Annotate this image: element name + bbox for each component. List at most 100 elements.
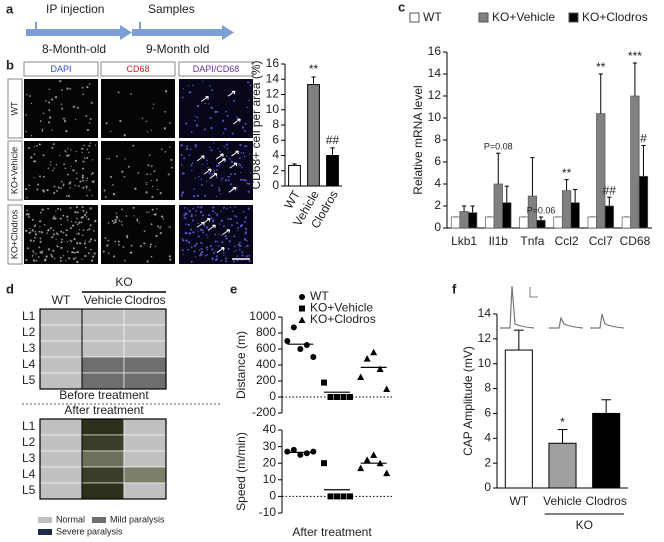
cell-dot [89, 224, 92, 227]
group-label: KO [115, 275, 132, 289]
arrow [201, 96, 209, 102]
cell-dot [246, 182, 249, 185]
cell-dot [196, 104, 200, 108]
cell-dot [81, 258, 83, 260]
cell-dot [81, 179, 84, 182]
cell-dot [149, 173, 152, 175]
cell-dot [136, 219, 139, 222]
cell-dot [216, 164, 219, 168]
cell-dot [197, 235, 200, 238]
cell-dot [193, 250, 196, 253]
cell-dot [72, 257, 75, 260]
cell-dot [66, 154, 69, 157]
cell-dot [171, 166, 173, 169]
cell-dot [32, 259, 36, 262]
cell-dot [188, 154, 191, 157]
cell-dot [219, 150, 221, 153]
cell-dot [70, 149, 72, 151]
cell-dot [187, 223, 190, 226]
cell-dot [112, 184, 114, 186]
cell-dot [48, 116, 52, 119]
cell-dot [67, 257, 71, 260]
cell-dot [47, 167, 50, 170]
cell-dot [82, 209, 85, 212]
cell-dot [224, 257, 228, 260]
cell-dot [200, 211, 203, 213]
cell-dot [185, 223, 187, 226]
micrograph [101, 141, 175, 200]
cell-dot [231, 224, 234, 227]
cell-dot [210, 217, 213, 220]
x-tick-label: Clodros [585, 494, 626, 508]
cell-dot [190, 213, 193, 216]
cell-dot [226, 147, 228, 150]
cell-dot [161, 148, 163, 150]
cell-dot [199, 228, 203, 231]
cell-dot [143, 242, 146, 245]
cell-dot [246, 145, 248, 147]
cell-dot [187, 241, 191, 244]
cell-dot [221, 119, 225, 122]
cell-dot [150, 255, 153, 258]
cell-dot [88, 144, 91, 147]
cell-dot [248, 260, 251, 263]
y-tick-label: 4 [484, 430, 491, 444]
cell-dot [202, 80, 204, 82]
status-cell [123, 308, 167, 326]
cell-dot [201, 242, 203, 244]
cell-dot [193, 244, 197, 248]
y-tick-label: 20 [263, 455, 277, 469]
cell-dot [69, 186, 71, 189]
cell-dot [235, 216, 238, 218]
cell-dot [127, 165, 130, 168]
cell-dot [244, 246, 246, 248]
y-tick-label: 800 [256, 325, 276, 339]
cell-dot [228, 240, 231, 243]
cell-dot [76, 223, 79, 226]
group-label: KO [576, 518, 593, 532]
bar [570, 202, 580, 229]
cell-dot [55, 232, 58, 235]
cell-dot [168, 255, 172, 258]
column-header-box [178, 61, 254, 77]
cell-dot [214, 240, 217, 243]
cell-dot [233, 251, 236, 253]
cell-dot [155, 179, 158, 182]
cell-dot [39, 220, 42, 223]
cell-dot [65, 151, 67, 153]
cell-dot [51, 147, 54, 150]
cell-dot [86, 86, 89, 89]
cell-dot [40, 231, 44, 234]
y-tick-label: 0 [272, 178, 279, 192]
cell-dot [60, 103, 63, 105]
legend-label: Mild paralysis [110, 514, 165, 524]
cell-dot [206, 159, 208, 162]
cell-dot [232, 260, 235, 263]
cell-dot [247, 207, 251, 210]
cell-dot [247, 182, 251, 185]
cell-dot [188, 91, 191, 94]
status-cell [81, 450, 125, 468]
cell-dot [70, 220, 73, 223]
cell-dot [113, 222, 115, 224]
status-cell [123, 356, 167, 374]
cell-dot [213, 170, 216, 173]
cell-dot [143, 230, 146, 232]
annotation: # [640, 132, 647, 146]
cell-dot [196, 116, 199, 119]
cell-dot [25, 130, 27, 133]
cell-dot [215, 255, 218, 258]
cell-dot [240, 171, 242, 174]
cell-dot [51, 236, 54, 239]
status-cell [39, 418, 83, 436]
cell-dot [200, 206, 203, 209]
cell-dot [206, 254, 209, 256]
cell-dot [241, 166, 243, 169]
cell-dot [36, 188, 39, 191]
point [297, 451, 304, 458]
y-tick-label: 14 [266, 71, 280, 85]
cell-dot [26, 94, 28, 96]
cell-dot [183, 216, 186, 219]
y-tick-label: 6 [272, 132, 279, 146]
cell-dot [74, 184, 77, 187]
